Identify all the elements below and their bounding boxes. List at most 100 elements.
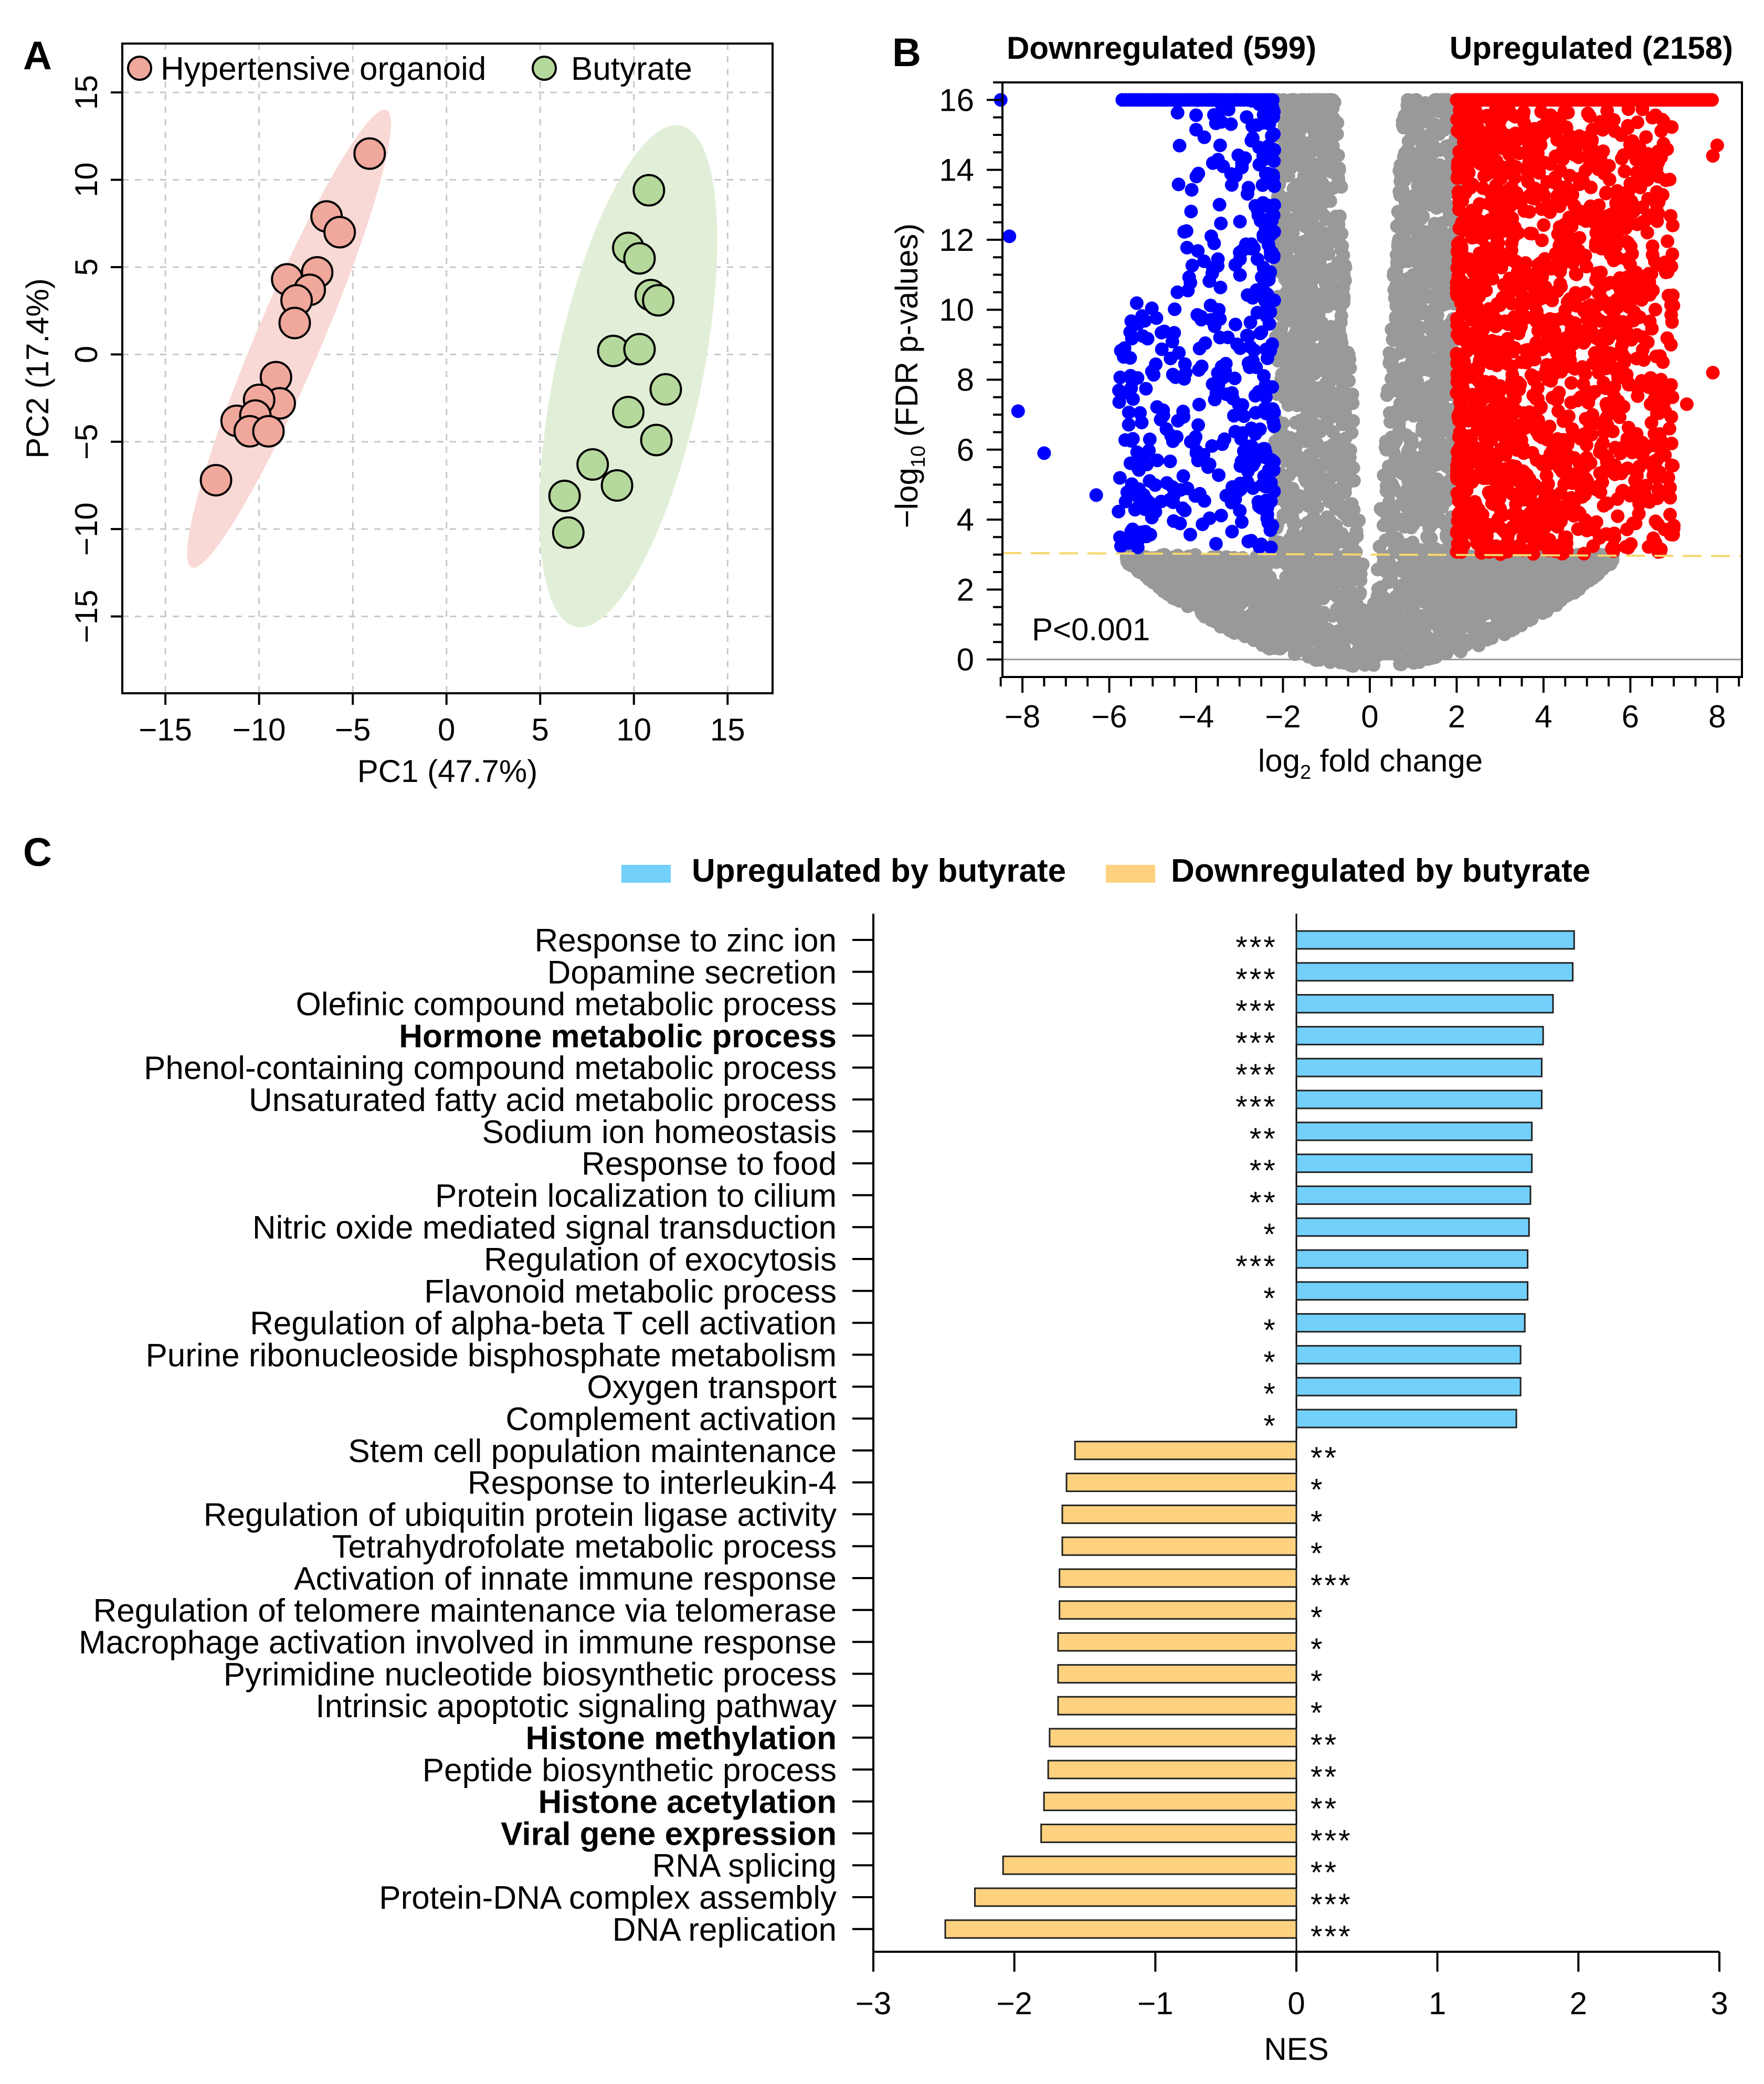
point-not-significant (1402, 342, 1417, 356)
point-not-significant (1319, 648, 1333, 662)
point-not-significant (1290, 269, 1304, 283)
point-downregulated (1260, 511, 1274, 525)
point-downregulated (1259, 342, 1273, 356)
point-upregulated (1470, 536, 1484, 551)
point-upregulated (1617, 355, 1631, 369)
point-not-significant (1438, 618, 1452, 632)
point-not-significant (1301, 373, 1315, 387)
point-not-significant (1153, 566, 1167, 580)
point-downregulated (1168, 370, 1182, 384)
point-not-significant (1485, 574, 1499, 588)
point-not-significant (1435, 216, 1449, 230)
point-downregulated (1135, 416, 1149, 430)
point-not-significant (1397, 520, 1411, 534)
point-not-significant (1405, 94, 1419, 109)
point-upregulated (1628, 473, 1642, 488)
point-not-significant (1286, 362, 1301, 376)
point-not-significant (1301, 302, 1315, 316)
point-not-significant (1293, 596, 1307, 610)
data-point (649, 373, 682, 406)
point-not-significant (1461, 593, 1475, 607)
point-upregulated (1666, 218, 1680, 232)
y-tick-label: 10 (69, 162, 104, 197)
point-not-significant (1323, 128, 1337, 142)
point-downregulated (1229, 167, 1243, 182)
point-not-significant (1439, 140, 1453, 154)
legend-marker-hypertensive (127, 56, 152, 81)
point-downregulated (1208, 393, 1222, 407)
point-downregulated (1132, 485, 1146, 499)
point-not-significant (1309, 619, 1324, 633)
point-not-significant (1325, 609, 1339, 623)
point-downregulated (1184, 276, 1198, 290)
point-upregulated (1639, 130, 1653, 144)
point-not-significant (1448, 565, 1462, 579)
point-not-significant (1483, 622, 1497, 636)
point-downregulated (1264, 93, 1279, 107)
y-axis-label: PC2 (17.4%) (20, 278, 55, 458)
point-not-significant (1320, 336, 1334, 351)
point-upregulated (1611, 509, 1625, 523)
data-point (576, 448, 609, 481)
point-downregulated (1233, 215, 1247, 229)
data-point (632, 174, 666, 207)
point-not-significant (1213, 570, 1228, 584)
point-downregulated (1233, 268, 1247, 282)
legend-marker-butyrate (532, 56, 557, 81)
point-not-significant (1418, 177, 1432, 192)
point-not-significant (1385, 566, 1399, 580)
data-point (548, 479, 581, 512)
point-not-significant (1439, 638, 1453, 652)
point-not-significant (1522, 613, 1536, 627)
point-not-significant (1301, 632, 1315, 647)
point-downregulated (1258, 143, 1272, 157)
point-downregulated (1126, 392, 1140, 406)
point-not-significant (1287, 432, 1302, 447)
point-not-significant (1271, 608, 1285, 622)
point-not-significant (1419, 225, 1433, 239)
point-downregulated (1191, 453, 1205, 468)
point-not-significant (1417, 388, 1431, 403)
point-downregulated (1180, 240, 1194, 255)
point-downregulated (1173, 139, 1187, 153)
point-not-significant (1320, 582, 1334, 596)
point-not-significant (1321, 300, 1335, 314)
point-downregulated (1170, 285, 1185, 299)
y-tick-label: 15 (69, 75, 104, 110)
point-downregulated (1245, 291, 1260, 305)
point-not-significant (1288, 129, 1303, 143)
point-downregulated (1202, 457, 1217, 471)
point-not-significant (1305, 114, 1319, 128)
point-not-significant (1260, 578, 1274, 593)
point-downregulated (1256, 228, 1271, 242)
point-not-significant (1313, 440, 1327, 454)
point-not-significant (1280, 486, 1294, 500)
point-not-significant (1315, 608, 1329, 622)
point-downregulated (1145, 511, 1159, 525)
point-not-significant (1457, 636, 1472, 650)
point-downregulated (1185, 183, 1199, 197)
point-not-significant (1337, 656, 1351, 670)
point-not-significant (1338, 260, 1353, 274)
point-not-significant (1277, 593, 1291, 607)
panel-b-volcano-plot: B −8 −6 −4 −2 0 2 4 6 80246810121416P<0.001Downr… (889, 30, 1743, 784)
point-not-significant (1277, 391, 1292, 405)
point-not-significant (1423, 321, 1438, 335)
point-not-significant (1173, 554, 1187, 568)
point-downregulated (1089, 488, 1103, 502)
point-not-significant (1284, 93, 1298, 107)
point-not-significant (1427, 119, 1441, 133)
x-tick-label: 15 (710, 712, 745, 747)
point-downregulated (1213, 138, 1227, 152)
point-not-significant (1281, 168, 1295, 183)
point-downregulated (1263, 305, 1277, 319)
point-not-significant (1242, 588, 1256, 602)
point-downregulated (1263, 244, 1277, 258)
point-not-significant (1452, 615, 1466, 629)
point-not-significant (1390, 620, 1404, 634)
point-downregulated (1173, 516, 1187, 531)
confidence-ellipse (187, 109, 392, 568)
point-downregulated (1216, 159, 1230, 173)
point-not-significant (1497, 558, 1511, 572)
point-downregulated (1183, 527, 1197, 542)
